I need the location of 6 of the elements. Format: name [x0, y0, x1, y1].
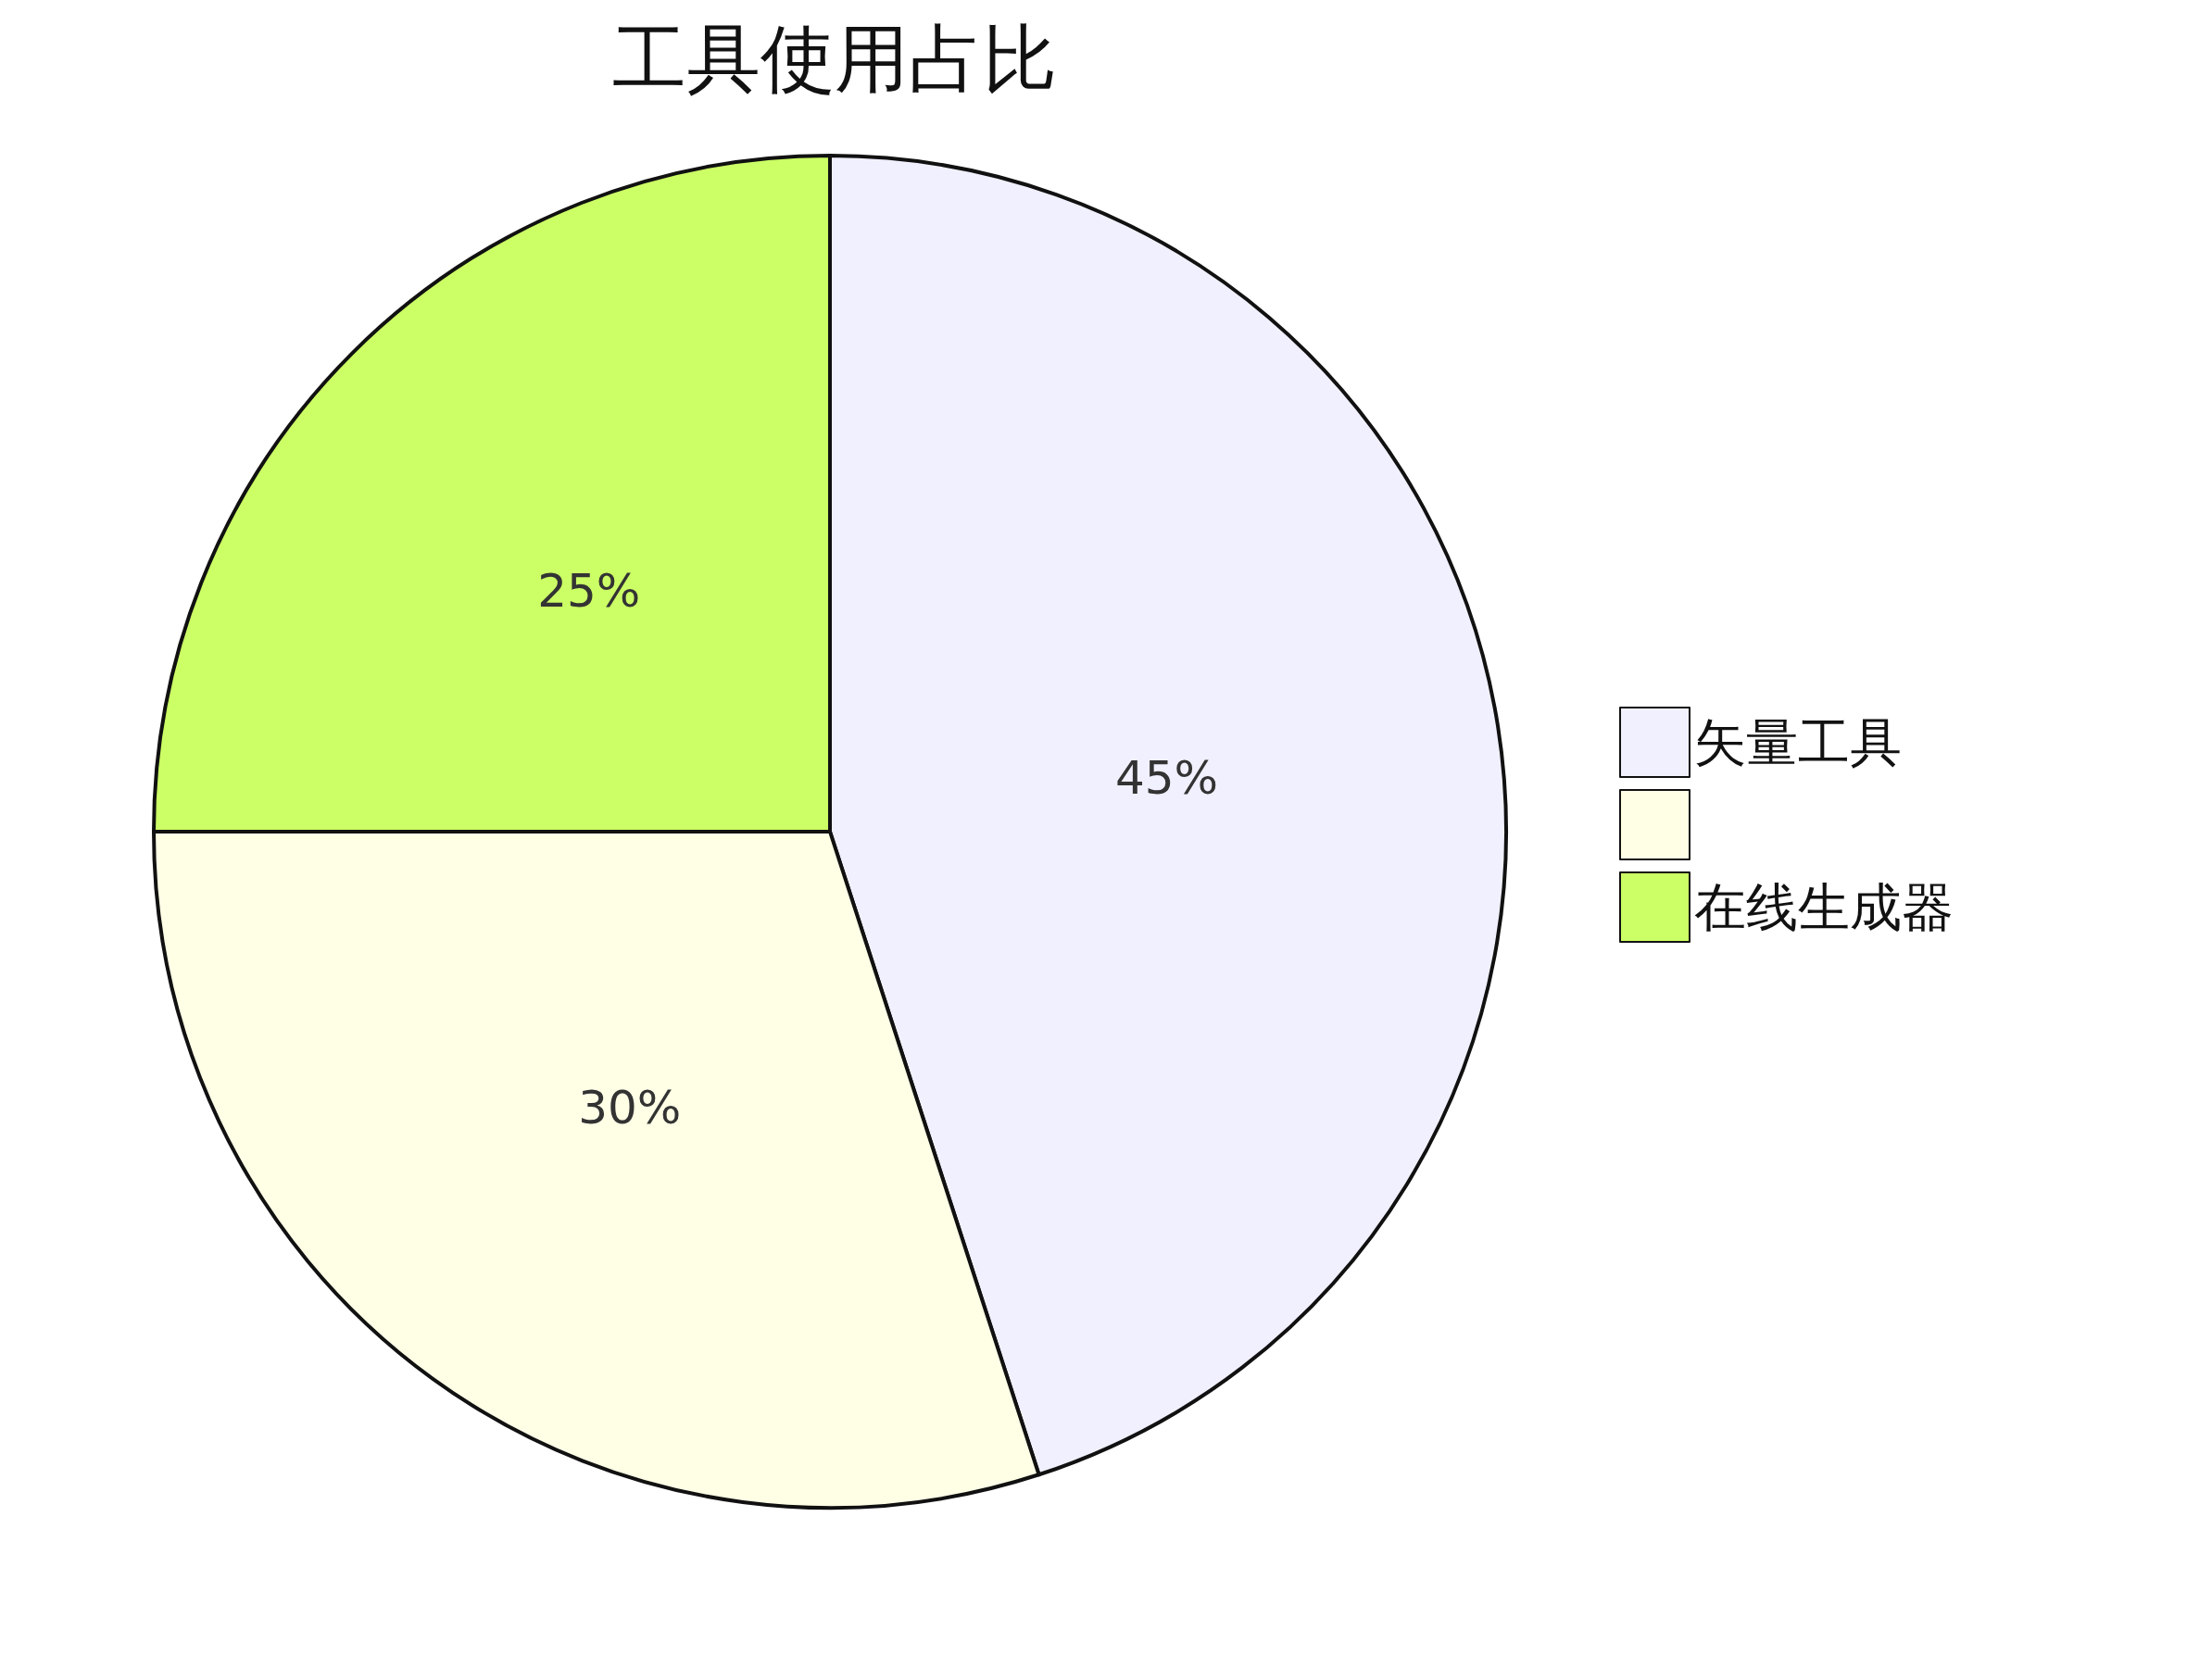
data-label: 45%: [1114, 751, 1219, 806]
chart-title: 工具使用占比: [612, 15, 1057, 102]
legend-label: 矢量工具: [1694, 712, 1902, 772]
data-label: 25%: [537, 563, 641, 618]
legend-label: 在线生成器: [1694, 877, 1954, 937]
data-label: 30%: [578, 1080, 682, 1134]
